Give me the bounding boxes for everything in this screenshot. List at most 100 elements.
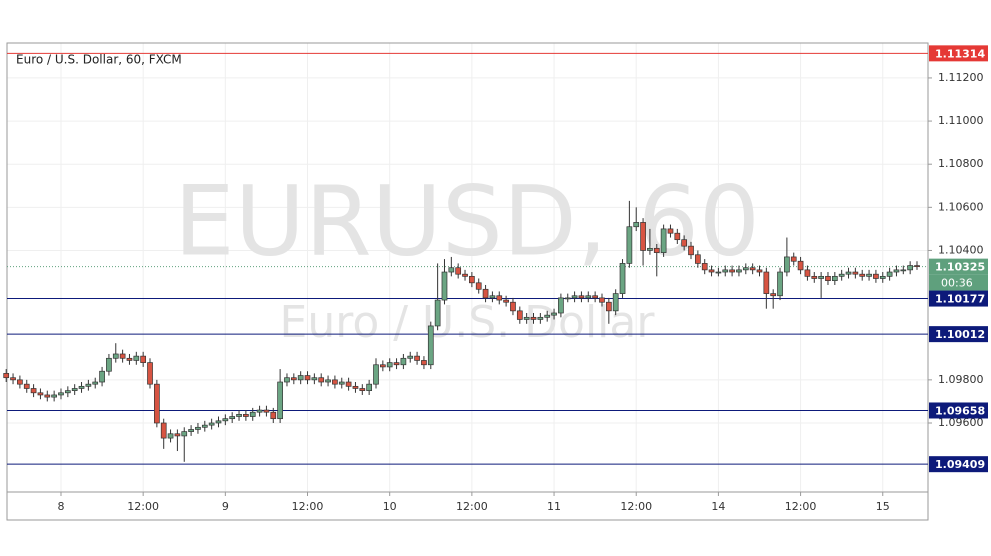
candle-body — [845, 271, 852, 275]
candle-body — [311, 377, 318, 381]
candle-body — [147, 362, 153, 385]
candle-body — [126, 357, 133, 361]
candle-body — [763, 271, 770, 294]
watermark-subtitle: Euro / U.S. Dollar — [280, 297, 656, 348]
level-label-bg — [929, 326, 988, 343]
candle-body — [777, 271, 783, 297]
level-label: 1.09409 — [935, 458, 985, 471]
candle-body — [352, 385, 359, 389]
candle-body — [71, 388, 78, 391]
level-label: 1.09658 — [935, 404, 985, 417]
candle-body — [85, 383, 92, 387]
candle-body — [297, 375, 304, 381]
candle-body — [407, 355, 414, 359]
candle-body — [434, 299, 441, 327]
candle-body — [386, 362, 393, 368]
candle-body — [619, 263, 626, 294]
level-label-bg — [929, 45, 988, 62]
candle-body — [469, 275, 475, 284]
x-tick-label: 9 — [222, 500, 229, 513]
candle-body — [756, 269, 763, 273]
candle-body — [304, 375, 311, 381]
candle-body — [811, 275, 818, 279]
candle-body — [489, 295, 496, 299]
candle-body — [537, 316, 544, 320]
candle-body — [249, 411, 256, 417]
candle-body — [379, 364, 386, 368]
candle-body — [201, 424, 208, 428]
candle-body — [605, 301, 612, 312]
x-tick-label: 12:00 — [456, 500, 488, 513]
x-tick-label: 12:00 — [127, 500, 159, 513]
candle-body — [688, 245, 694, 256]
candle-body — [366, 383, 373, 391]
x-tick-label: 15 — [876, 500, 890, 513]
candle-body — [914, 265, 920, 267]
candle-body — [873, 273, 879, 279]
candle-body — [626, 226, 633, 264]
candle-body — [729, 269, 735, 273]
candle-body — [236, 414, 242, 417]
level-label: 1.10012 — [935, 328, 985, 341]
candle-body — [886, 271, 893, 277]
countdown: 00:36 — [941, 277, 973, 290]
candle-body — [612, 293, 619, 312]
candle-body — [660, 228, 667, 253]
y-tick-label: 1.09800 — [938, 373, 984, 386]
candle-body — [421, 360, 427, 366]
candle-body — [427, 325, 434, 366]
candle-body — [852, 271, 859, 275]
candle-body — [140, 355, 147, 363]
candle-body — [174, 433, 181, 437]
candle-body — [749, 267, 756, 271]
candle-body — [681, 239, 688, 247]
candle-body — [715, 271, 722, 274]
candle-body — [770, 293, 777, 297]
level-label: 1.10177 — [935, 293, 985, 306]
candle-body — [44, 394, 51, 398]
candle-body — [3, 373, 10, 379]
candle-body — [99, 370, 105, 383]
candle-body — [325, 379, 331, 383]
chart-title: Euro / U.S. Dollar, 60, FXCM — [16, 53, 182, 67]
candle-body — [284, 377, 290, 383]
candle-body — [790, 256, 797, 262]
candle-body — [229, 416, 236, 420]
candle-body — [290, 377, 297, 381]
candle-body — [414, 355, 420, 361]
candle-body — [64, 390, 71, 394]
candle-body — [784, 256, 790, 273]
candle-body — [825, 275, 831, 282]
x-tick-label: 14 — [711, 500, 725, 513]
frame — [6, 42, 929, 521]
candle-body — [222, 418, 229, 422]
candle-body — [510, 301, 516, 312]
candle-body — [701, 263, 708, 271]
candle-body — [804, 269, 811, 277]
candle-body — [112, 353, 119, 359]
candle-body — [633, 222, 640, 228]
candle-body — [277, 381, 283, 420]
candle-body — [818, 275, 824, 279]
candle-body — [797, 260, 804, 271]
candle-body — [544, 314, 551, 318]
candle-body — [455, 267, 462, 275]
candle-body — [181, 431, 188, 437]
candle-body — [215, 420, 222, 424]
candle-body — [345, 381, 352, 387]
candle-body — [359, 388, 366, 391]
candle-body — [564, 297, 571, 300]
candle-body — [551, 312, 557, 316]
y-tick-label: 1.10800 — [938, 157, 984, 170]
candle-body — [393, 362, 400, 366]
candle-body — [37, 392, 44, 396]
candle-body — [23, 383, 30, 389]
level-label-bg — [929, 456, 988, 473]
countdown-bg — [929, 274, 988, 291]
level-label-bg — [929, 290, 988, 307]
candle-body — [647, 247, 653, 251]
candle-body — [17, 379, 23, 385]
candle-body — [831, 275, 838, 282]
